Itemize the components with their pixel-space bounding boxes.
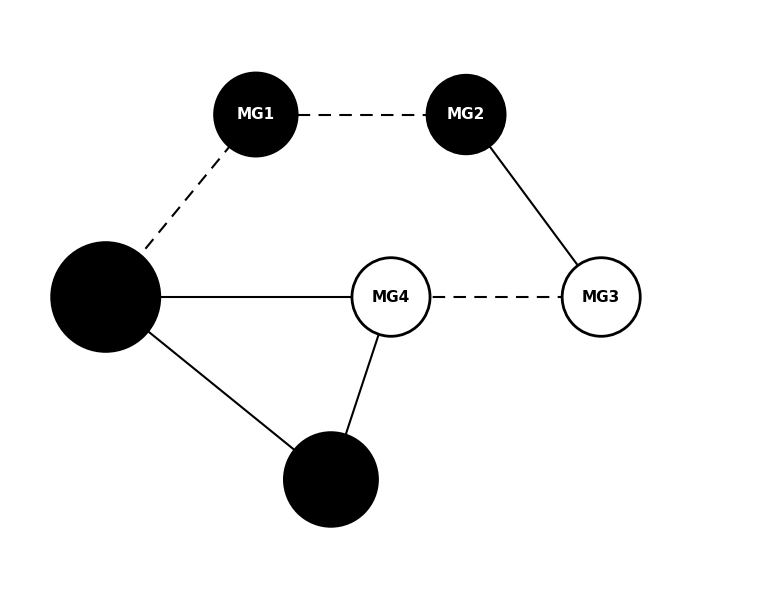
- Ellipse shape: [52, 242, 160, 352]
- Ellipse shape: [352, 258, 430, 336]
- Ellipse shape: [562, 258, 640, 336]
- Text: MG1: MG1: [237, 107, 275, 122]
- Text: MG4: MG4: [372, 289, 410, 305]
- Ellipse shape: [285, 432, 378, 526]
- Text: MG3: MG3: [582, 289, 620, 305]
- Text: MG2: MG2: [447, 107, 486, 122]
- Ellipse shape: [427, 75, 505, 154]
- Ellipse shape: [214, 73, 297, 156]
